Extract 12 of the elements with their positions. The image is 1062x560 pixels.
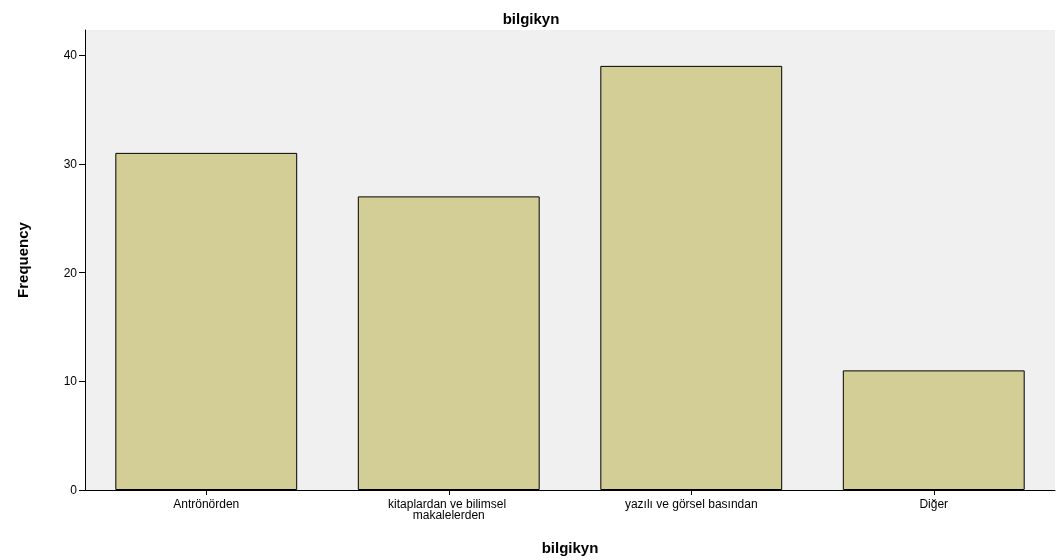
x-axis-title: bilgikyn	[541, 539, 599, 556]
chart-title: bilgikyn	[502, 10, 560, 27]
x-tick-label: Diğer	[919, 496, 949, 511]
x-tick-label: Antrönörden	[173, 496, 240, 511]
y-tick-label: 0	[70, 483, 78, 497]
x-tick-label: kitaplardan ve bilimsel makalelerden	[388, 496, 510, 522]
y-tick-label: 20	[63, 265, 78, 280]
y-tick-label: 10	[63, 374, 78, 389]
y-tick-label: 40	[63, 48, 78, 63]
y-tick-label: 30	[63, 156, 78, 171]
y-axis-title: Frequency	[14, 221, 31, 298]
x-tick-label: yazılı ve görsel basından	[624, 496, 758, 511]
